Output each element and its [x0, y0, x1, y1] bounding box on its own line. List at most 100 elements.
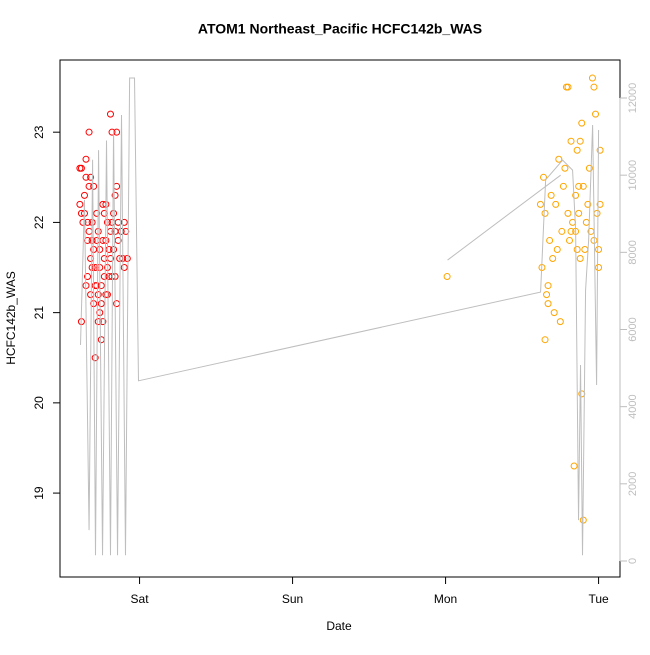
- point: [564, 209, 572, 217]
- point: [575, 182, 583, 190]
- point: [544, 300, 552, 308]
- point: [596, 146, 604, 154]
- chart-title: ATOM1 Northeast_Pacific HCFC142b_WAS: [198, 21, 482, 37]
- point: [91, 264, 99, 272]
- point: [93, 209, 101, 217]
- point: [558, 227, 566, 235]
- point: [585, 164, 593, 172]
- point: [87, 291, 95, 299]
- point: [539, 173, 547, 181]
- point: [88, 264, 96, 272]
- point: [567, 137, 575, 145]
- y2-tick-label: 12000: [627, 83, 639, 114]
- point: [575, 209, 583, 217]
- x-tick-label: Sat: [131, 592, 150, 606]
- point: [573, 245, 581, 253]
- point: [590, 83, 598, 91]
- point: [561, 164, 569, 172]
- point: [564, 83, 572, 91]
- point: [556, 318, 564, 326]
- point: [103, 291, 111, 299]
- point: [87, 254, 95, 262]
- point: [79, 218, 87, 226]
- line: [80, 77, 600, 556]
- y2-tick-label: 8000: [627, 240, 639, 264]
- x-axis-label: Date: [326, 619, 352, 633]
- point: [110, 209, 118, 217]
- plot-box: [59, 59, 621, 578]
- point: [566, 236, 574, 244]
- point: [123, 254, 131, 262]
- point: [77, 164, 85, 172]
- point: [555, 155, 563, 163]
- x-tick-label: Mon: [434, 592, 457, 606]
- point: [595, 245, 603, 253]
- point: [582, 218, 590, 226]
- point: [94, 318, 102, 326]
- y2-tick-label: 4000: [627, 394, 639, 418]
- x-tick-label: Sun: [282, 592, 303, 606]
- y-axis-label: HCFC142b_WAS: [4, 271, 18, 365]
- point: [82, 173, 90, 181]
- point: [572, 191, 580, 199]
- y-tick-label: 21: [32, 306, 46, 320]
- point: [90, 182, 98, 190]
- point: [85, 227, 93, 235]
- point: [91, 354, 99, 362]
- point: [443, 273, 451, 281]
- point: [573, 146, 581, 154]
- point: [584, 200, 592, 208]
- y-tick-label: 19: [32, 486, 46, 500]
- point: [111, 191, 119, 199]
- y2-tick-label: 6000: [627, 317, 639, 341]
- point: [110, 245, 118, 253]
- point: [592, 110, 600, 118]
- point: [84, 236, 92, 244]
- point: [578, 119, 586, 127]
- point: [544, 282, 552, 290]
- point: [117, 227, 125, 235]
- point: [567, 227, 575, 235]
- point: [549, 254, 557, 262]
- point: [595, 264, 603, 272]
- point: [576, 137, 584, 145]
- point: [579, 182, 587, 190]
- point: [547, 191, 555, 199]
- point: [100, 209, 108, 217]
- point: [570, 462, 578, 470]
- point: [120, 264, 128, 272]
- point: [76, 200, 84, 208]
- y2-tick-label: 0: [627, 558, 639, 564]
- y-tick-label: 20: [32, 396, 46, 410]
- point: [553, 245, 561, 253]
- point: [576, 254, 584, 262]
- point: [550, 309, 558, 317]
- point: [596, 200, 604, 208]
- point: [120, 218, 128, 226]
- point: [113, 128, 121, 136]
- point: [552, 200, 560, 208]
- point: [559, 182, 567, 190]
- y-tick-label: 23: [32, 125, 46, 139]
- point: [106, 110, 114, 118]
- point: [541, 209, 549, 217]
- y-tick-label: 22: [32, 215, 46, 229]
- point: [93, 236, 101, 244]
- point: [588, 74, 596, 82]
- point: [85, 128, 93, 136]
- point: [94, 291, 102, 299]
- point: [82, 155, 90, 163]
- point: [97, 300, 105, 308]
- point: [100, 254, 108, 262]
- point: [114, 236, 122, 244]
- point: [593, 209, 601, 217]
- point: [113, 300, 121, 308]
- point: [536, 200, 544, 208]
- point: [97, 336, 105, 344]
- y2-tick-label: 10000: [627, 160, 639, 191]
- point: [546, 236, 554, 244]
- point: [87, 173, 95, 181]
- point: [541, 336, 549, 344]
- point: [97, 282, 105, 290]
